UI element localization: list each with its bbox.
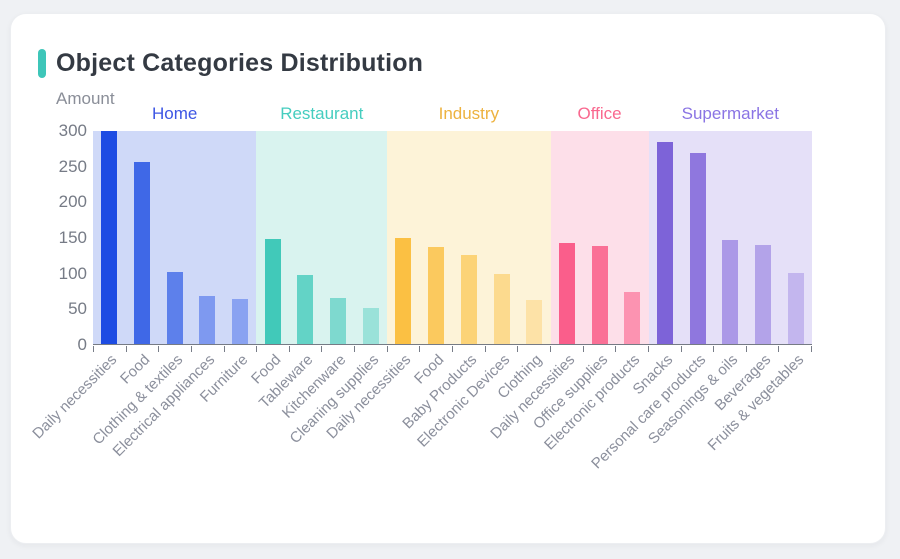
- y-tick-label-300: 300: [58, 121, 87, 140]
- bar-slot: [387, 131, 420, 344]
- bar-home-furniture[interactable]: [232, 299, 249, 344]
- bar-slot: [714, 131, 747, 344]
- x-axis-tick: [94, 346, 127, 352]
- bar-industry-clothing[interactable]: [526, 299, 543, 344]
- group-band-office: [550, 131, 649, 344]
- bar-slot: [289, 131, 322, 344]
- group-band-industry: [387, 131, 551, 344]
- bar-slot: [616, 131, 649, 344]
- y-tick-label-100: 100: [58, 263, 87, 283]
- x-axis-tick: [649, 346, 682, 352]
- x-axis-tick: [355, 346, 388, 352]
- bar-slot: [256, 131, 289, 344]
- y-tick-label-50: 50: [68, 299, 87, 319]
- bar-home-clothing-textiles[interactable]: [166, 271, 183, 344]
- bar-restaurant-tableware[interactable]: [297, 275, 314, 344]
- group-header-row: Home Restaurant Industry Office Supermarket: [93, 104, 812, 128]
- x-axis-tick: [192, 346, 225, 352]
- x-axis-tick: [322, 346, 356, 352]
- x-axis-tick: [584, 346, 617, 352]
- bar-industry-food[interactable]: [428, 246, 445, 344]
- bar-home-electrical-appliances[interactable]: [199, 295, 216, 344]
- y-axis-tick-labels: 0 50 100 150 200 250 300: [17, 122, 87, 354]
- x-axis-tick: [518, 346, 551, 352]
- x-axis-tick: [453, 346, 486, 352]
- bar-home-daily-necessities[interactable]: [101, 131, 118, 344]
- group-label-office: Office: [577, 104, 622, 123]
- x-axis-tick: [779, 346, 813, 352]
- title-accent-bar: [38, 49, 46, 78]
- bar-supermarket-snacks[interactable]: [656, 142, 673, 344]
- bar-slot: [420, 131, 453, 344]
- bar-supermarket-beverages[interactable]: [755, 245, 771, 344]
- group-band-home: [93, 131, 257, 344]
- chart-card: Object Categories Distribution Amount 0 5…: [10, 13, 886, 544]
- bar-restaurant-kitchenware[interactable]: [330, 297, 347, 344]
- x-axis-tick: [257, 346, 290, 352]
- group-label-industry: Industry: [438, 104, 500, 123]
- bar-slot: [779, 131, 812, 344]
- title-row: Object Categories Distribution: [38, 49, 423, 78]
- bar-slot: [485, 131, 518, 344]
- bar-slot: [453, 131, 486, 344]
- x-axis-tick: [127, 346, 160, 352]
- x-axis-tick: [682, 346, 715, 352]
- y-tick-label-150: 150: [58, 228, 87, 247]
- bar-slot: [551, 131, 584, 344]
- bar-home-food[interactable]: [134, 161, 151, 344]
- bar-supermarket-personal-care-products[interactable]: [689, 153, 706, 344]
- bar-slot: [93, 131, 126, 344]
- x-axis-ticks: [93, 346, 813, 352]
- bar-slot: [191, 131, 224, 344]
- group-label-home: Home: [152, 104, 198, 123]
- bar-supermarket-fruits-vegetables[interactable]: [787, 273, 804, 344]
- x-axis-tick: [225, 346, 258, 352]
- x-axis-tick: [159, 346, 192, 352]
- bar-slot: [681, 131, 714, 344]
- bar-office-electronic-products[interactable]: [624, 292, 641, 344]
- x-axis-tick: [420, 346, 454, 352]
- bar-supermarket-seasonings-oils[interactable]: [722, 239, 739, 344]
- bar-industry-electronic-devices[interactable]: [493, 274, 510, 344]
- x-axis-tick: [486, 346, 519, 352]
- bar-slot: [518, 131, 551, 344]
- bar-office-office-supplies[interactable]: [591, 246, 608, 344]
- bar-slot: [583, 131, 616, 344]
- bar-slot: [126, 131, 159, 344]
- group-band-supermarket: [648, 131, 812, 344]
- bar-slot: [649, 131, 682, 344]
- y-tick-label-250: 250: [58, 156, 87, 176]
- bar-restaurant-cleaning-supplies[interactable]: [362, 307, 379, 344]
- bar-office-daily-necessities[interactable]: [558, 243, 575, 344]
- bar-slot: [322, 131, 355, 344]
- x-axis-tick: [747, 346, 780, 352]
- bar-slot: [354, 131, 387, 344]
- x-axis-tick: [290, 346, 323, 352]
- plot-area: [93, 131, 812, 345]
- bar-slot: [747, 131, 780, 344]
- bar-industry-baby-products[interactable]: [460, 255, 477, 344]
- bar-slot: [224, 131, 257, 344]
- y-axis-title: Amount: [56, 89, 115, 108]
- chart-title: Object Categories Distribution: [56, 49, 424, 77]
- bar-slot: [158, 131, 191, 344]
- x-axis-tick: [616, 346, 649, 352]
- x-axis-tick: [388, 346, 421, 352]
- y-tick-label-0: 0: [77, 335, 87, 354]
- x-axis-tick: [551, 346, 584, 352]
- bar-industry-daily-necessities[interactable]: [395, 238, 412, 344]
- group-label-supermarket: Supermarket: [681, 104, 779, 123]
- x-axis-tick: [714, 346, 747, 352]
- group-label-restaurant: Restaurant: [280, 104, 364, 123]
- y-tick-label-200: 200: [58, 192, 87, 212]
- bar-restaurant-food[interactable]: [264, 238, 281, 344]
- group-band-restaurant: [256, 131, 388, 344]
